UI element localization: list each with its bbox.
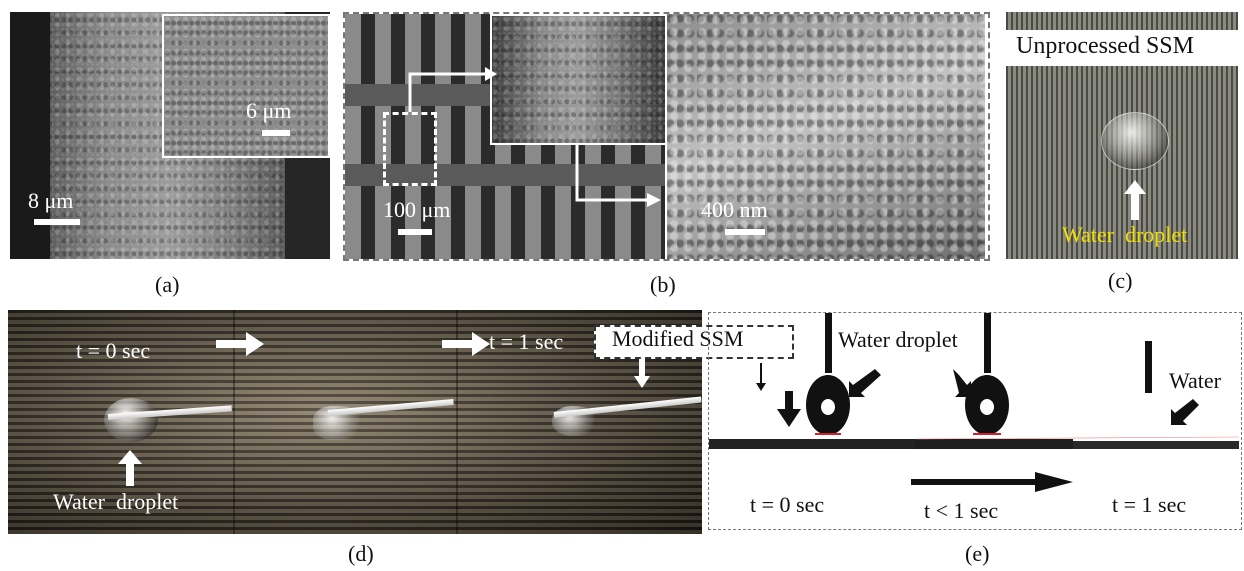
caption-d: (d) [348, 541, 374, 566]
ssm-surface-1 [709, 439, 915, 449]
panel-d-photo-sequence: t = 0 sec t = 1 sec Water droplet [8, 310, 702, 534]
droplet-frame-1 [104, 398, 158, 442]
main-scale-bar [34, 219, 80, 225]
caption-c: (c) [1108, 268, 1133, 293]
droplet-label-e: Water droplet [838, 327, 958, 352]
nano-scale-label: 400 nm [701, 197, 768, 222]
inset-scale-label: 6 μm [246, 98, 292, 123]
arrow-droplet-1 [849, 369, 881, 397]
modified-ssm-box [594, 325, 794, 359]
time-label-1: t = 1 sec [489, 329, 564, 354]
arrow-water [1171, 399, 1199, 425]
time-label-e-0: t = 0 sec [750, 492, 825, 517]
unprocessed-label: Unprocessed SSM [1016, 33, 1194, 59]
panel-b-nanostructure-image: 400 nm [667, 14, 985, 259]
ssm-surface-3 [1073, 441, 1239, 449]
mesh-scale-bar [398, 229, 432, 235]
needle-e-3 [1145, 341, 1152, 393]
modified-arrow-e [756, 383, 766, 391]
arrow-right-2 [442, 332, 490, 356]
panel-a-inset: 6 μm [162, 14, 330, 158]
unprocessed-label-box [1006, 30, 1238, 66]
arrow-head-inset [485, 67, 497, 81]
needle-e-1 [825, 313, 832, 373]
water-droplet [1101, 112, 1169, 170]
nano-scale-bar [725, 229, 765, 235]
time-label-0: t = 0 sec [76, 338, 151, 363]
panel-b-mesh-image: 100 μm [345, 14, 665, 259]
arrow-to-inset [408, 72, 485, 112]
needle-e-2 [984, 313, 991, 373]
panel-b-frame [343, 12, 990, 261]
droplet-label-c: Water droplet [1062, 222, 1188, 247]
time-arrow-head [1035, 472, 1073, 492]
mesh-horizontal-wire [345, 164, 665, 186]
panel-e-sequence [709, 313, 1239, 492]
main-scale-label: 8 μm [28, 188, 74, 213]
needle-frame-2 [327, 399, 454, 416]
modified-arrow-down [634, 358, 650, 388]
caption-e: (e) [965, 541, 990, 566]
arrow-head-detail [647, 193, 661, 207]
arrow-right-1 [216, 332, 264, 356]
caption-a: (a) [155, 272, 180, 297]
time-label-e-mid: t < 1 sec [924, 498, 999, 523]
ssm-surface-2 [915, 439, 1073, 449]
zoom-arrows [408, 67, 661, 207]
panel-e-frame [708, 312, 1242, 530]
time-arrow-shaft [911, 479, 1039, 485]
inset-scale-bar [262, 130, 290, 136]
black-arrow-surface [777, 391, 801, 427]
panel-b-zoom-inset [490, 14, 665, 145]
panel-c-photo: Unprocessed SSM Water droplet [1006, 12, 1238, 259]
droplet-arrow-up-d [118, 450, 142, 486]
frame-separator [456, 310, 458, 534]
droplet-arrow-up [1124, 180, 1146, 220]
modified-ssm-label: Modified SSM [612, 326, 744, 351]
mesh-selection-box [383, 112, 437, 186]
arrow-to-detail [575, 143, 647, 202]
droplet-label-d: Water droplet [53, 489, 179, 514]
mesh-scale-label: 100 μm [383, 197, 451, 222]
water-label-e: Water [1169, 368, 1221, 393]
time-label-e-1: t = 1 sec [1112, 492, 1187, 517]
caption-b: (b) [650, 272, 676, 297]
frame-separator [233, 310, 235, 534]
fiber-dark-background [10, 12, 50, 259]
arrow-droplet-2 [953, 369, 971, 397]
panel-a-sem-image: 6 μm 8 μm [10, 12, 330, 259]
